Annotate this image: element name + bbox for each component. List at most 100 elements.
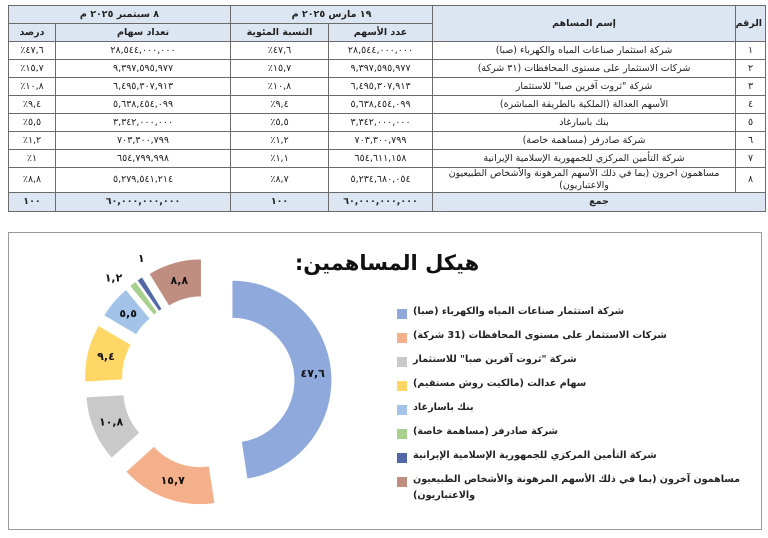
donut-segment bbox=[85, 394, 141, 460]
value-cell: ٢٨,٥٤٤,٠٠٠,٠٠٠ bbox=[55, 41, 232, 60]
legend-item: مساهمون آخرون (بما في ذلك الأسهم المرهون… bbox=[397, 474, 742, 501]
value-cell: ٧ bbox=[735, 149, 767, 168]
legend-item: شركات الاستثمار على مستوى المحافظات (31 … bbox=[397, 330, 742, 355]
chart-panel: هیکل المساهمین: ٤٧,٦ ١٥,٧ ١٠,٨ ٩,٤ ٥,٥ ١,٢ ١ ٨,… bbox=[8, 232, 762, 530]
header-cell: إسم المساهم bbox=[432, 5, 737, 42]
donut-segment bbox=[128, 280, 159, 316]
legend-swatch bbox=[397, 333, 407, 343]
data-label: ٨,٨ bbox=[171, 274, 189, 287]
value-cell: ١٥,٧٪ bbox=[230, 59, 330, 78]
header-cell: ١٩ مارس ٢٠٢٥ م bbox=[230, 5, 434, 24]
table-row: ١ شركة استثمار صناعات المياه والكهرباء (ص… bbox=[7, 41, 767, 60]
value-cell: ٦٥٤,٧٩٩,٩٩٨ bbox=[55, 149, 232, 168]
legend-item: شركة صادرفر (مساهمة خاصة) bbox=[397, 426, 742, 451]
legend-swatch bbox=[397, 477, 407, 487]
name-cell: شركة "ثروت آفرين صبا" للاستثمار bbox=[432, 77, 737, 96]
chart: هیکل المساهمین: ٤٧,٦ ١٥,٧ ١٠,٨ ٩,٤ ٥,٥ ١,٢ ١ ٨,… bbox=[84, 251, 479, 506]
legend-item: شركة "ثروت آفرين صبا" للاستثمار bbox=[397, 354, 742, 379]
legend-label: شركات الاستثمار على مستوى المحافظات (31 … bbox=[413, 330, 667, 341]
legend-label: شركة صادرفر (مساهمة خاصة) bbox=[413, 426, 558, 437]
value-cell: ٦٥٤,٦١١,١٥٨ bbox=[328, 149, 434, 168]
value-cell: ٢٨,٥٤٤,٠٠٠,٠٠٠ bbox=[328, 41, 434, 60]
legend-item: شركة التأمين المركزي للجمهورية الإسلامية… bbox=[397, 450, 742, 475]
data-label: ٤٧,٦ bbox=[301, 367, 326, 380]
data-label: ٥,٥ bbox=[119, 307, 137, 320]
legend-swatch bbox=[397, 453, 407, 463]
donut-segment bbox=[148, 258, 202, 307]
donut-segment bbox=[102, 288, 151, 336]
table-row: ٨ مساهمون آخرون (بما في ذلك الأسهم المرهو… bbox=[7, 167, 767, 193]
header-cell: عدد الأسهم bbox=[328, 23, 434, 42]
value-cell: ١٠,٨٪ bbox=[7, 77, 57, 96]
value-cell: ١٠,٨٪ bbox=[230, 77, 330, 96]
donut-segment bbox=[84, 324, 132, 383]
value-cell: ٥,٥٪ bbox=[7, 113, 57, 132]
header-cell: تعداد سهام bbox=[55, 23, 232, 42]
table-row: ٧ شركة التأمين المركزي للجمهورية الإسلامي… bbox=[7, 149, 767, 168]
total-cell: جمع bbox=[432, 192, 767, 212]
legend-swatch bbox=[397, 309, 407, 319]
header-cell: الرقم bbox=[735, 5, 767, 42]
legend-label: سهام عدالت (مالكيت روش مستقيم) bbox=[413, 378, 587, 389]
name-cell: شركة استثمار صناعات المياه والكهرباء (صب… bbox=[432, 41, 737, 60]
donut-segment bbox=[125, 445, 216, 506]
value-cell: ١,٢٪ bbox=[7, 131, 57, 150]
legend-swatch bbox=[397, 429, 407, 439]
value-cell: ٦,٤٩٥,٣٠٧,٩١٣ bbox=[55, 77, 232, 96]
value-cell: ٥,٥٪ bbox=[230, 113, 330, 132]
name-cell: مساهمون آخرون (بما في ذلك الأسهم المرهون… bbox=[432, 167, 737, 193]
legend-item: شركة استثمار صناعات المياه والكهرباء (صب… bbox=[397, 306, 742, 331]
legend-label: مساهمون آخرون (بما في ذلك الأسهم المرهون… bbox=[413, 474, 741, 501]
table-row: ٥ بنك باسارغاد ٣,٣٤٢,٠٠٠,٠٠٠ ٥,٥٪ ٣,٣٤٢,٠٠٠,… bbox=[7, 113, 767, 132]
legend: شركة استثمار صناعات المياه والكهرباء (صب… bbox=[397, 306, 742, 501]
name-cell: بنك باسارغاد bbox=[432, 113, 737, 132]
table-row: ٦ شركة صادرفر (مساهمة خاصة) ٧٠٣,٣٠٠,٧٩٩ ١,٢… bbox=[7, 131, 767, 150]
data-label: ٩,٤ bbox=[97, 350, 115, 363]
value-cell: ٧٠٣,٣٠٠,٧٩٩ bbox=[55, 131, 232, 150]
data-label: ١٥,٧ bbox=[161, 474, 186, 487]
data-label: ١,٢ bbox=[105, 272, 123, 285]
value-cell: ٦,٤٩٥,٣٠٧,٩١٣ bbox=[328, 77, 434, 96]
legend-label: شركة التأمين المركزي للجمهورية الإسلامية… bbox=[413, 450, 657, 461]
chart-title: هیکل المساهمین: bbox=[295, 251, 479, 275]
value-cell: ٨,٧٪ bbox=[230, 167, 330, 193]
legend-label: بنك باسارغاد bbox=[413, 402, 474, 413]
table-row: ٢ شركات الاستثمار على مستوى المحافظات (٣١… bbox=[7, 59, 767, 78]
value-cell: ١٪ bbox=[7, 149, 57, 168]
value-cell: ٩,٣٩٧,٥٩٥,٩٧٧ bbox=[55, 59, 232, 78]
total-cell: ١٠٠ bbox=[7, 192, 57, 212]
table-row: ٤ الأسهم العدالة (الملكية بالطريقة المباش… bbox=[7, 95, 767, 114]
legend-item: بنك باسارغاد bbox=[397, 402, 742, 427]
value-cell: ٩,٤٪ bbox=[7, 95, 57, 114]
value-cell: ١٥,٧٪ bbox=[7, 59, 57, 78]
value-cell: ٣,٣٤٢,٠٠٠,٠٠٠ bbox=[55, 113, 232, 132]
donut-segment bbox=[231, 279, 333, 480]
data-label: ١٠,٨ bbox=[99, 415, 124, 428]
value-cell: ٥,٢٣٤,٦٨٠,٠٥٤ bbox=[328, 167, 434, 193]
header-cell: درصد bbox=[7, 23, 57, 42]
header-cell: النسبة المئوية bbox=[230, 23, 330, 42]
value-cell: ١,٢٪ bbox=[230, 131, 330, 150]
donut-segment bbox=[136, 276, 163, 313]
table-row: ٣ شركة "ثروت آفرين صبا" للاستثمار ٦,٤٩٥,٣٠… bbox=[7, 77, 767, 96]
name-cell: الأسهم العدالة (الملكية بالطريقة المباشر… bbox=[432, 95, 737, 114]
header-cell: ٨ سبتمبر ٢٠٢٥ م bbox=[7, 5, 232, 24]
legend-swatch bbox=[397, 357, 407, 367]
total-row: جمع ٦٠,٠٠٠,٠٠٠,٠٠٠ ١٠٠ ٦٠,٠٠٠,٠٠٠,٠٠٠ ١٠٠ bbox=[7, 192, 767, 212]
legend-item: سهام عدالت (مالكيت روش مستقيم) bbox=[397, 378, 742, 403]
value-cell: ٤٧,٦٪ bbox=[7, 41, 57, 60]
value-cell: ٤٧,٦٪ bbox=[230, 41, 330, 60]
value-cell: ٢ bbox=[735, 59, 767, 78]
value-cell: ٥ bbox=[735, 113, 767, 132]
total-cell: ٦٠,٠٠٠,٠٠٠,٠٠٠ bbox=[328, 192, 434, 212]
value-cell: ١,١٪ bbox=[230, 149, 330, 168]
value-cell: ٥,٦٣٨,٤٥٤,٠٩٩ bbox=[328, 95, 434, 114]
legend-label: شركة استثمار صناعات المياه والكهرباء (صب… bbox=[413, 306, 625, 317]
value-cell: ٦ bbox=[735, 131, 767, 150]
value-cell: ٣ bbox=[735, 77, 767, 96]
value-cell: ٨ bbox=[735, 167, 767, 193]
value-cell: ١ bbox=[735, 41, 767, 60]
legend-swatch bbox=[397, 405, 407, 415]
value-cell: ٥,٦٣٨,٤٥٤,٠٩٩ bbox=[55, 95, 232, 114]
